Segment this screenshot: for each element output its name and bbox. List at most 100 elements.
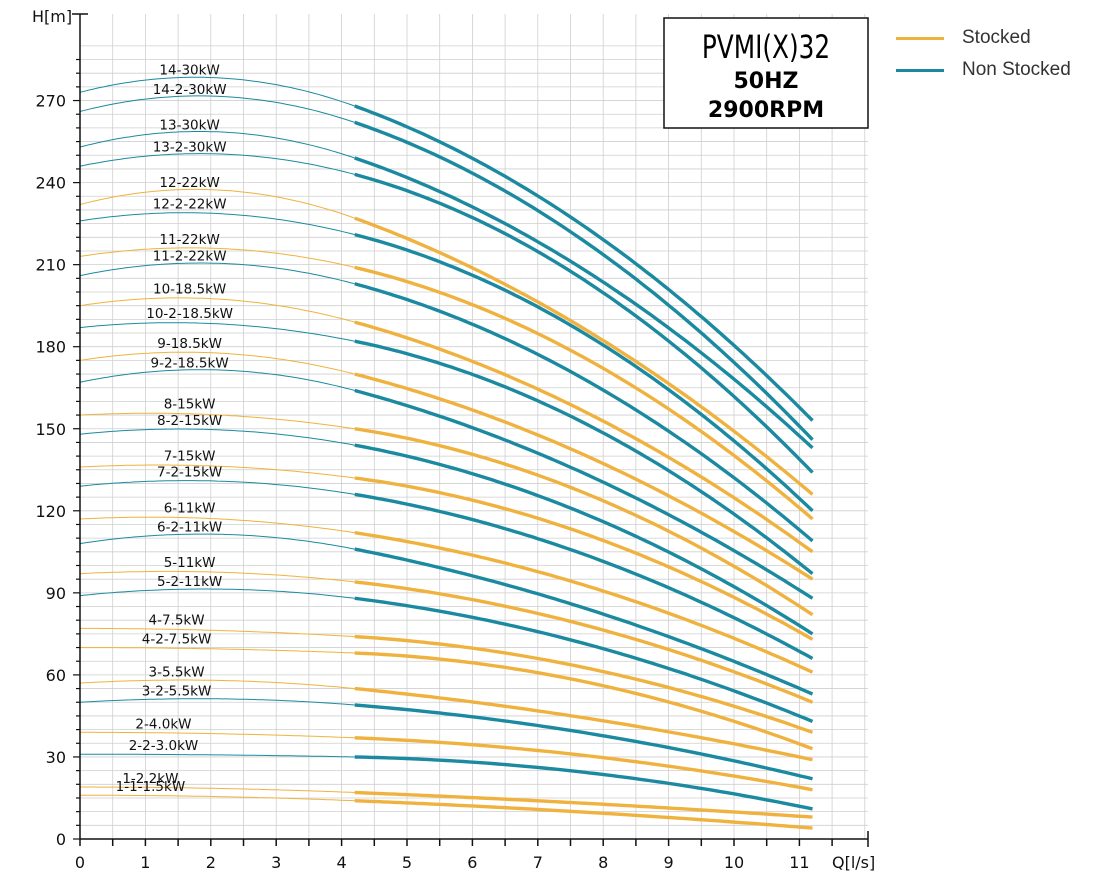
curve-thick-9-2-18.5kW: [354, 388, 814, 600]
curve-thin-9-18.5kW: [79, 351, 355, 375]
curve-label: 3-2-5.5kW: [142, 684, 212, 700]
curve-thin-8-2-15kW: [79, 428, 355, 446]
curve-label: 2-2-3.0kW: [129, 738, 199, 754]
curve-thick-1-2.2kW: [354, 790, 813, 819]
curve-thick-14-2-30kW: [354, 120, 814, 441]
curve-thick-3-5.5kW: [354, 686, 813, 762]
curve-thick-2-4.0kW: [354, 736, 813, 792]
curve-thin-12-2-22kW: [79, 212, 355, 236]
y-tick-label: 240: [35, 174, 66, 193]
curve-thick-9-18.5kW: [354, 372, 814, 581]
curve-thin-1-1-1.5kW: [80, 794, 355, 802]
curve-thick-12-2-22kW: [354, 232, 814, 513]
x-tick-label: 2: [206, 853, 216, 872]
curve-thin-13-2-30kW: [79, 153, 355, 175]
curve-thick-7-2-15kW: [354, 492, 814, 660]
curve-thin-2-2-3.0kW: [80, 753, 355, 758]
curve-thick-10-2-18.5kW: [354, 339, 814, 576]
curve-label: 11-2-22kW: [153, 249, 227, 265]
curve-thick-14-30kW: [354, 104, 814, 422]
y-tick-label: 270: [35, 92, 66, 111]
x-tick-label: 5: [402, 853, 412, 872]
curves: [79, 76, 814, 830]
y-tick-label: 120: [35, 502, 66, 521]
x-tick-label: 7: [533, 853, 543, 872]
curve-label: 12-2-22kW: [153, 197, 227, 213]
y-tick-label: 180: [35, 338, 66, 357]
curve-label: 10-2-18.5kW: [146, 306, 233, 322]
curve-thin-12-22kW: [79, 188, 355, 219]
curve-thick-12-22kW: [354, 216, 814, 496]
y-tick-label: 0: [56, 830, 66, 849]
curve-label: 7-15kW: [164, 448, 216, 464]
curve-label: 9-2-18.5kW: [151, 355, 229, 371]
legend-label-non-stocked: Non Stocked: [962, 59, 1071, 80]
curve-label: 8-2-15kW: [157, 413, 222, 429]
curve-label: 4-7.5kW: [149, 612, 205, 628]
curve-thick-8-2-15kW: [354, 443, 814, 636]
curve-thick-11-22kW: [354, 265, 814, 521]
curve-label: 5-2-11kW: [157, 574, 222, 590]
title-model: PVMI(X)32: [702, 29, 830, 67]
curve-label: 14-30kW: [159, 63, 219, 79]
curve-thin-9-2-18.5kW: [79, 369, 355, 391]
y-tick-label: 60: [46, 666, 66, 685]
curve-label: 13-30kW: [159, 117, 219, 133]
curve-thin-8-15kW: [79, 412, 355, 430]
legend: Stocked Non Stocked: [896, 22, 1071, 86]
y-tick-label: 150: [35, 420, 66, 439]
curve-thick-6-11kW: [354, 531, 814, 674]
curve-thick-3-2-5.5kW: [354, 703, 813, 781]
curve-thick-10-18.5kW: [354, 320, 814, 554]
legend-swatch-stocked: [896, 36, 944, 40]
title-box: PVMI(X)32 50HZ 2900RPM: [663, 17, 869, 129]
y-tick-label: 210: [35, 256, 66, 275]
y-axis-title: H[m]: [32, 7, 72, 26]
curve-label: 1-1-1.5kW: [116, 779, 186, 795]
curve-label: 13-2-30kW: [153, 139, 227, 155]
curve-label: 7-2-15kW: [157, 465, 222, 481]
curve-label: 4-2-7.5kW: [142, 632, 212, 648]
curve-thick-5-2-11kW: [354, 596, 814, 723]
curve-thick-5-11kW: [354, 580, 814, 704]
curve-label: 11-22kW: [159, 232, 219, 248]
x-tick-label: 4: [337, 853, 347, 872]
curve-label: 12-22kW: [159, 175, 219, 191]
title-frequency: 50HZ: [734, 69, 799, 94]
x-tick-label: 8: [598, 853, 608, 872]
curve-thick-8-15kW: [354, 427, 814, 617]
curve-label: 10-18.5kW: [153, 281, 226, 297]
curve-thin-2-4.0kW: [80, 731, 355, 739]
grid: [80, 14, 868, 839]
curve-thin-7-2-15kW: [79, 480, 355, 495]
curve-thick-7-15kW: [354, 476, 814, 641]
curve-thin-14-2-30kW: [79, 95, 355, 123]
legend-item-non-stocked: Non Stocked: [896, 54, 1071, 86]
curve-label: 5-11kW: [164, 555, 216, 571]
curve-thin-7-15kW: [79, 464, 355, 479]
curve-label: 14-2-30kW: [153, 82, 227, 98]
legend-label-stocked: Stocked: [962, 27, 1031, 48]
curve-label: 6-2-11kW: [157, 519, 222, 535]
curve-thin-11-22kW: [79, 247, 355, 268]
curve-thin-14-30kW: [79, 76, 355, 107]
curve-labels: 14-30kW 14-2-30kW 13-30kW 13-2-30kW 12-22kW 1…: [116, 63, 233, 796]
curve-label: 1-2.2kW: [122, 771, 178, 787]
title-speed: 2900RPM: [708, 98, 824, 123]
curve-label: 8-15kW: [164, 396, 216, 412]
curve-thin-5-11kW: [79, 570, 355, 583]
curve-thick-13-30kW: [354, 156, 814, 450]
curve-thick-11-2-22kW: [354, 282, 814, 543]
curve-label: 2-4.0kW: [135, 716, 191, 732]
curve-thin-4-2-7.5kW: [79, 647, 355, 654]
curve-thin-10-18.5kW: [79, 297, 355, 323]
x-tick-label: 0: [75, 853, 85, 872]
curve-thick-4-2-7.5kW: [354, 651, 814, 751]
curve-label: 9-18.5kW: [157, 336, 222, 352]
curve-thin-3-5.5kW: [79, 679, 355, 690]
curve-thick-2-2-3.0kW: [354, 755, 813, 811]
curve-thin-3-2-5.5kW: [79, 698, 355, 706]
legend-item-stocked: Stocked: [896, 22, 1071, 54]
curve-label: 3-5.5kW: [149, 664, 205, 680]
